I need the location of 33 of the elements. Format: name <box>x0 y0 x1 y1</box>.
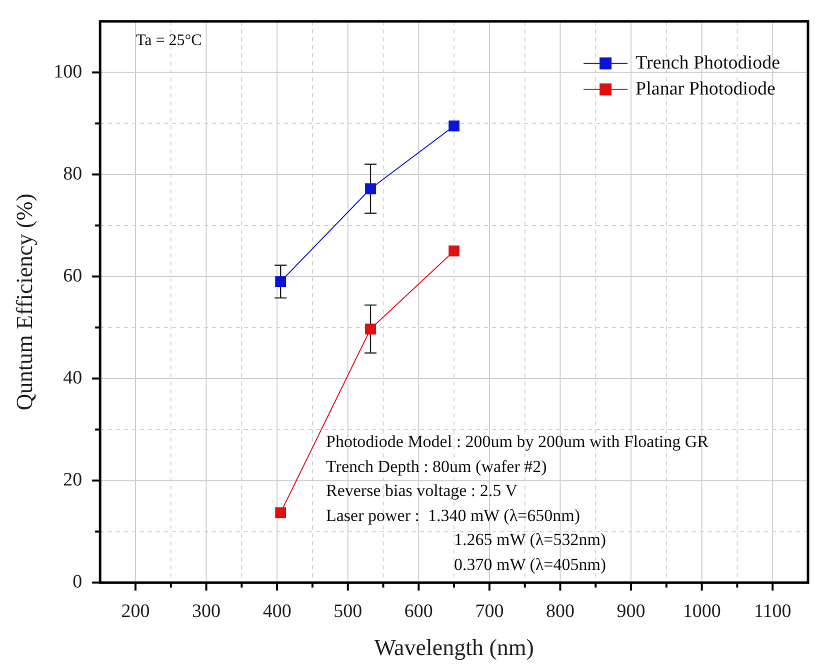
y-tick-label: 60 <box>63 265 82 286</box>
x-tick-label: 200 <box>121 600 150 622</box>
x-tick-label: 500 <box>334 600 362 622</box>
y-tick-label: 100 <box>54 61 82 82</box>
y-tick-label: 80 <box>63 163 82 184</box>
legend-label: Trench Photodiode <box>636 52 780 74</box>
y-tick-label: 20 <box>63 470 82 491</box>
point <box>275 507 286 518</box>
point <box>365 183 376 194</box>
annotation: Photodiode Model : 200um by 200um with Floating GR <box>326 432 709 452</box>
point <box>365 324 376 334</box>
point <box>448 246 460 256</box>
x-tick-label: 300 <box>192 600 221 622</box>
x-axis-title: Wavelength (nm) <box>374 635 534 660</box>
annotation: Ta = 25°C <box>136 32 202 50</box>
annotation: Trench Depth : 80um (wafer #2) <box>326 456 547 476</box>
annotation: Reverse bias voltage : 2.5 V <box>326 481 518 501</box>
y-axis-title: Quntum Efficiency (%) <box>12 194 37 410</box>
annotation: 0.370 mW (λ=405nm) <box>454 554 606 574</box>
annotation: Laser power : 1.340 mW (λ=650nm) <box>326 506 580 526</box>
x-tick-label: 1100 <box>754 600 792 622</box>
x-tick-label: 400 <box>262 600 292 622</box>
annotation: 1.265 mW (λ=532nm) <box>454 530 606 550</box>
x-tick-label: 1000 <box>682 600 721 622</box>
point <box>275 276 286 288</box>
x-tick-label: 800 <box>546 600 574 622</box>
x-tick-label: 900 <box>616 600 646 622</box>
y-tick-label: 40 <box>63 368 82 389</box>
legend-label: Planar Photodiode <box>636 78 776 100</box>
x-tick-label: 700 <box>475 600 504 622</box>
point <box>448 120 460 132</box>
y-tick-label: 0 <box>72 572 82 593</box>
x-tick-label: 600 <box>404 600 433 622</box>
